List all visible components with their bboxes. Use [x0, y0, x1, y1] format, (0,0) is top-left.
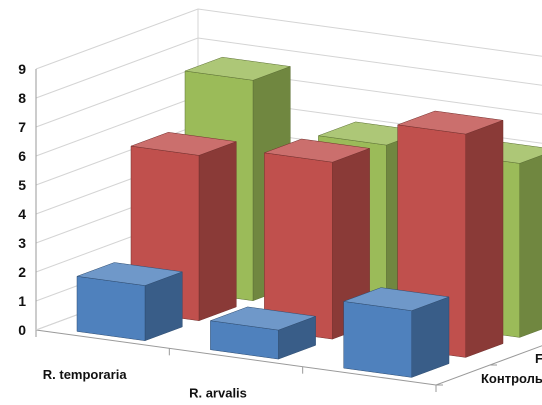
y-tick-label: 5: [18, 177, 26, 193]
series-axis: [435, 345, 542, 386]
bar: [343, 287, 450, 378]
y-tick-label: 7: [18, 119, 26, 135]
bar-top-face: [184, 56, 291, 81]
y-tick-label: 6: [18, 148, 26, 164]
gridline: [35, 8, 542, 70]
bar: [397, 110, 504, 358]
bar: [210, 306, 316, 360]
bar-side-face: [411, 296, 450, 378]
bar-side-face: [465, 119, 504, 358]
y-tick-label: 1: [18, 293, 26, 309]
bar-top-face: [76, 262, 183, 286]
bar: [264, 138, 370, 340]
category-axis: [35, 329, 437, 386]
bar-top-face: [130, 132, 237, 156]
series-label: Fe: [535, 351, 542, 366]
bar-front-face: [343, 301, 412, 378]
y-tick-label: 4: [18, 206, 26, 222]
y-tick-label: 2: [18, 264, 26, 280]
y-tick-label: 8: [18, 90, 26, 106]
bar-front-face: [76, 276, 146, 341]
category-label: R. temporaria: [43, 367, 128, 382]
bar-side-face: [519, 154, 542, 338]
bar-top-face: [210, 306, 316, 331]
bar-top-face: [397, 110, 504, 135]
bar-top-face: [264, 138, 370, 163]
category-label: B. bufo: [329, 404, 374, 405]
y-tick-label: 3: [18, 235, 26, 251]
bar: [76, 262, 183, 342]
y-tick-label: 9: [18, 61, 26, 77]
bar-side-face: [198, 141, 237, 322]
bar-top-face: [343, 287, 450, 311]
series-label: Контроль: [481, 371, 542, 386]
y-tick-label: 0: [18, 322, 26, 338]
category-label: R. arvalis: [189, 386, 247, 401]
